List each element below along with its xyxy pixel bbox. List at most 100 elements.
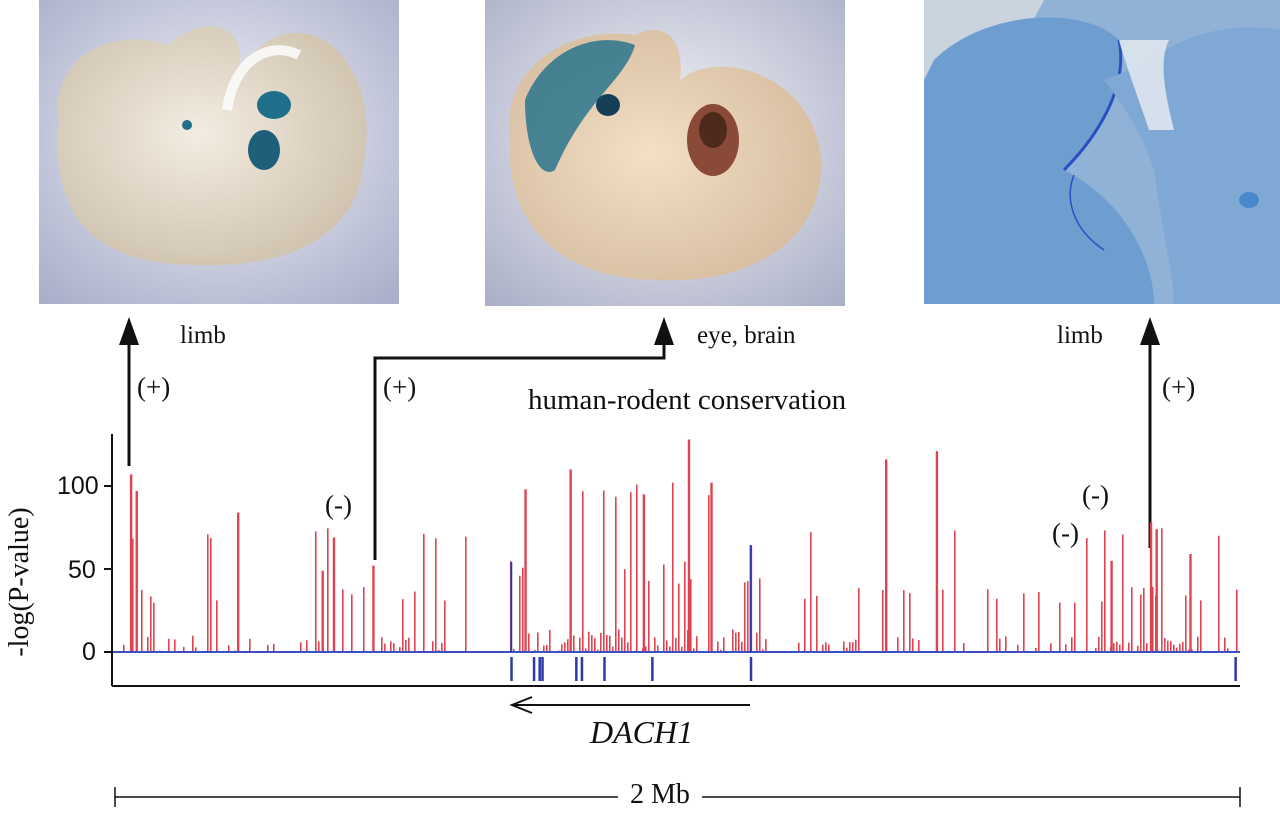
exon-mark [749, 657, 753, 681]
conservation-bar [735, 632, 737, 652]
conservation-bar [579, 637, 581, 652]
exon-mark [603, 657, 606, 681]
conservation-bar [573, 635, 575, 652]
conservation-bar [1224, 637, 1226, 652]
conservation-peak [236, 512, 240, 652]
gene-name-dach1: DACH1 [590, 714, 694, 750]
conservation-bar [267, 644, 269, 652]
conservation-bar [852, 642, 854, 652]
enhancer-arrows [127, 343, 1152, 560]
conservation-bar [1074, 602, 1076, 652]
limb-embryo-photo-1 [39, 0, 399, 304]
conservation-peak [1155, 529, 1158, 652]
conservation-bar [132, 538, 134, 652]
conservation-bar [1035, 648, 1037, 652]
conservation-bar [1185, 595, 1187, 652]
conservation-bar [816, 595, 818, 652]
conservation-bar [594, 638, 596, 652]
conservation-bar [858, 587, 860, 652]
conservation-bar [228, 645, 230, 652]
conservation-peak [321, 570, 324, 652]
conservation-bar [306, 640, 308, 652]
exon-mark [532, 657, 536, 681]
conservation-bar [1191, 649, 1193, 652]
conservation-bar [1218, 535, 1220, 652]
conservation-bar [393, 643, 395, 652]
conservation-bar [1236, 589, 1238, 652]
conservation-bar [150, 596, 152, 652]
conservation-bar [519, 575, 521, 652]
dach1-direction-arrow [509, 696, 750, 714]
conservation-bar [561, 644, 563, 652]
conservation-bar [657, 645, 659, 652]
limb-label-left: limb [180, 322, 226, 349]
conservation-bar [762, 649, 764, 652]
conservation-peak [1149, 522, 1153, 652]
conservation-bar [210, 538, 212, 652]
conservation-bar [645, 646, 647, 652]
conservation-bar [399, 647, 401, 652]
conservation-bar [654, 637, 656, 652]
conservation-bar [327, 528, 329, 652]
conservation-bar [636, 484, 638, 652]
conservation-bar [318, 641, 320, 652]
conservation-bar [663, 564, 665, 652]
conservation-peak [129, 474, 133, 652]
ytick-0: 0 [82, 638, 96, 666]
conservation-bar [822, 644, 824, 652]
conservation-bar [738, 631, 740, 652]
exon-mark [580, 657, 584, 681]
conservation-bar [522, 567, 524, 652]
conservation-bar [1146, 643, 1148, 652]
conservation-bar [684, 561, 686, 652]
conservation-bar [693, 648, 695, 652]
conservation-bar [609, 635, 611, 652]
gene-boundary-mark [749, 545, 752, 652]
exon-mark [1234, 657, 1237, 681]
conservation-bar [585, 648, 587, 652]
conservation-bar [903, 590, 905, 652]
conservation-bar [825, 642, 827, 652]
conservation-bar [1179, 643, 1181, 652]
conservation-bar [192, 635, 194, 652]
plus-sign-limb-left: (+) [137, 372, 171, 402]
conservation-bar [1227, 648, 1229, 652]
conservation-bar [912, 638, 914, 652]
conservation-bar [756, 632, 758, 652]
conservation-bar [582, 491, 584, 652]
conservation-bar [1167, 640, 1169, 652]
conservation-bar [963, 642, 965, 652]
conservation-bar [696, 636, 698, 652]
conservation-bar [168, 638, 170, 652]
conservation-bar [996, 598, 998, 652]
minus-sign-right-2: (-) [1082, 480, 1109, 510]
conservation-bar [897, 637, 899, 652]
conservation-bar [441, 642, 443, 652]
conservation-bar [1104, 530, 1106, 652]
conservation-bar [351, 594, 353, 652]
conservation-bar [648, 580, 650, 652]
conservation-bar [543, 645, 545, 652]
conservation-peak [687, 439, 691, 652]
conservation-bar [591, 635, 593, 652]
conservation-bar [1131, 587, 1133, 652]
gene-boundary-mark [510, 562, 513, 652]
exon-mark [510, 657, 513, 681]
conservation-bar [1017, 644, 1019, 652]
conservation-bar [744, 582, 746, 652]
conservation-bar [207, 534, 209, 652]
limb-arrow-left-head [119, 317, 139, 345]
conservation-peak [935, 451, 939, 652]
conservation-bar [249, 638, 251, 652]
conservation-peak [569, 469, 572, 652]
conservation-bar [708, 495, 710, 652]
conservation-bar [528, 633, 530, 652]
conservation-bar [672, 482, 674, 652]
conservation-bar [669, 646, 671, 652]
conservation-bar [597, 649, 599, 652]
track-axes [104, 434, 1240, 687]
conservation-bar [1071, 637, 1073, 652]
eye-brain-arrow-head [654, 317, 674, 345]
conservation-bar [1098, 636, 1100, 652]
